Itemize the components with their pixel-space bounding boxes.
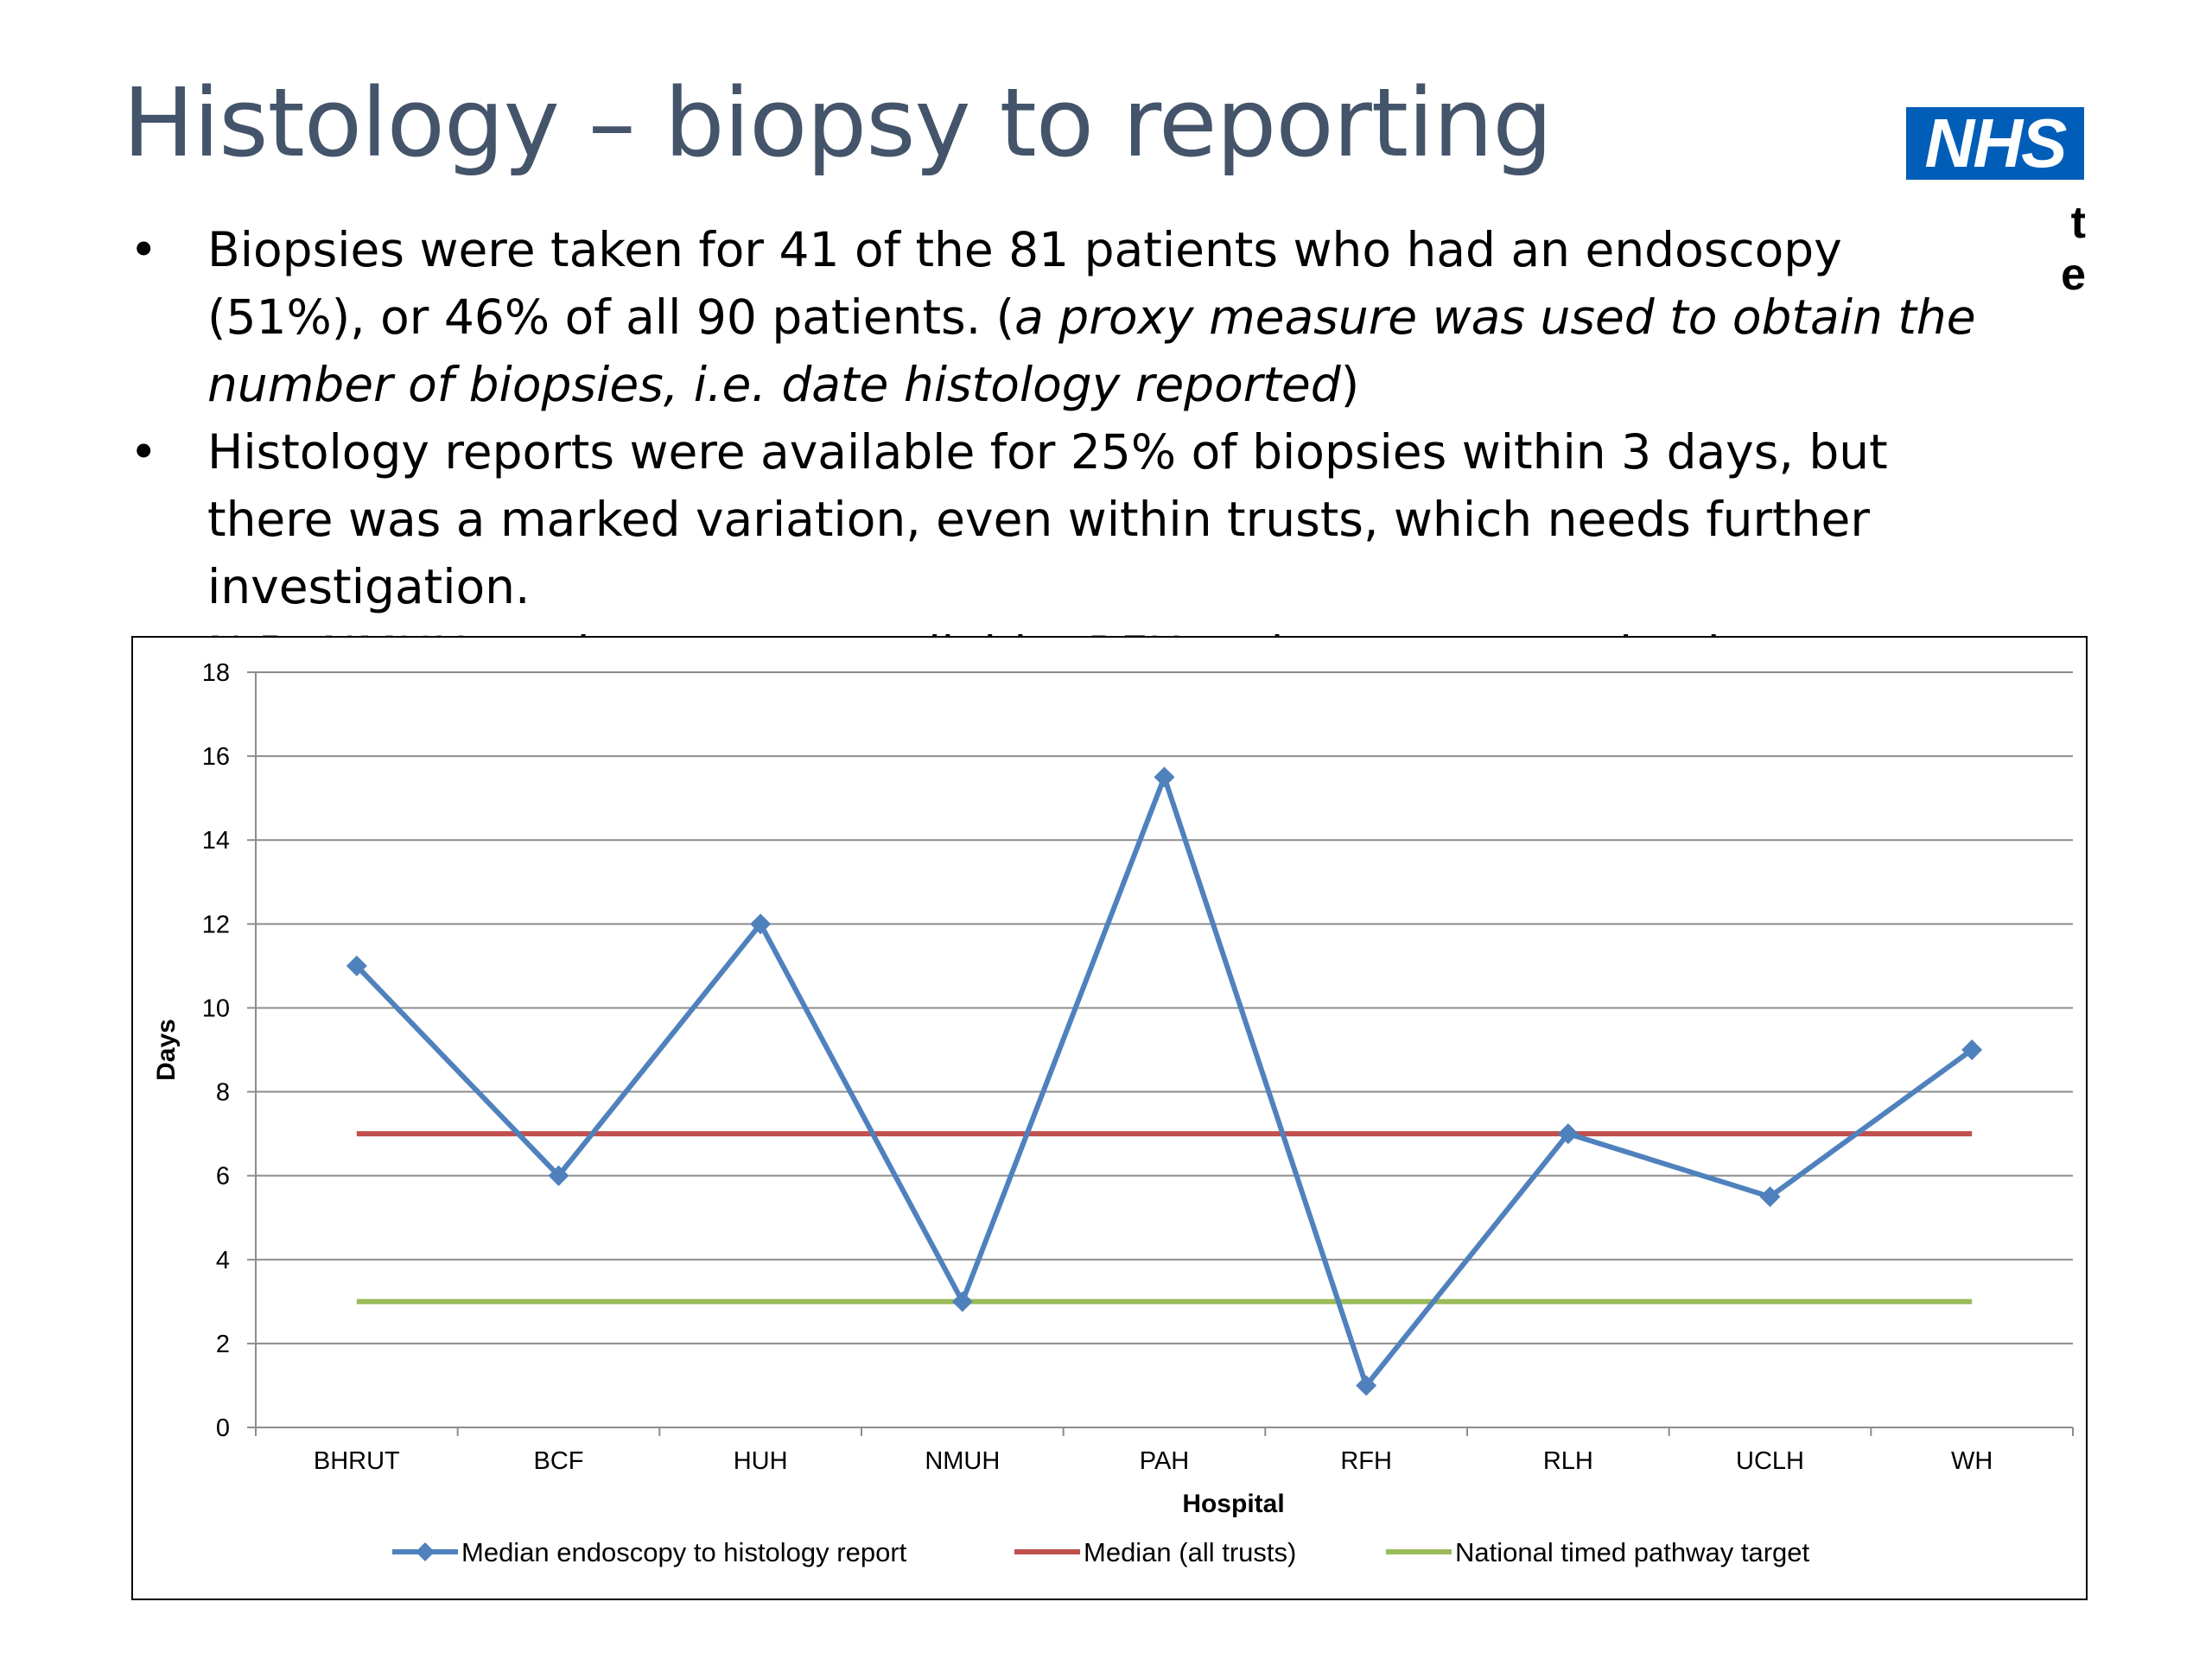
bullet-text: Histology reports were available for 25%… xyxy=(207,424,1888,614)
nhs-logo: NHS xyxy=(1906,105,2084,181)
data-point xyxy=(951,1291,973,1313)
bullet-item: Histology reports were available for 25%… xyxy=(130,418,1987,620)
logo-subtext-line-1: t xyxy=(2070,198,2086,248)
x-tick-label: RLH xyxy=(1543,1447,1593,1475)
y-tick-label: 0 xyxy=(216,1414,230,1442)
x-tick-label: BHRUT xyxy=(314,1447,400,1475)
x-tick-label: BCF xyxy=(534,1447,584,1475)
bullet-text: ) xyxy=(1340,357,1360,412)
y-tick-label: 18 xyxy=(202,659,230,687)
data-point xyxy=(1154,766,1175,788)
x-tick-label: UCLH xyxy=(1736,1447,1804,1475)
bullet-italic-text: a proxy measure was used to obtain the n… xyxy=(207,289,1976,412)
bullet-list: Biopsies were taken for 41 of the 81 pat… xyxy=(130,216,1987,688)
legend-marker xyxy=(416,1542,435,1561)
y-tick-label: 14 xyxy=(202,827,230,855)
y-tick-label: 16 xyxy=(202,743,230,771)
y-tick-label: 12 xyxy=(202,911,230,938)
x-tick-label: RFH xyxy=(1340,1447,1392,1475)
line-chart: 0 2 4 6 8 10 12 14 16 18 BHRUT BCF HUH NMUH PAH RFH RLH U… xyxy=(152,659,2074,1567)
x-tick-label: HUH xyxy=(734,1447,788,1475)
data-point xyxy=(1557,1123,1579,1145)
x-tick-label: WH xyxy=(1951,1447,1993,1475)
y-axis-title: Days xyxy=(152,1019,181,1081)
logo-subtext-line-2: e xyxy=(2061,250,2086,300)
data-point xyxy=(1356,1375,1377,1396)
legend-label: Median (all trusts) xyxy=(1084,1537,1296,1567)
y-tick-label: 8 xyxy=(216,1079,230,1107)
data-point xyxy=(548,1165,569,1186)
data-point xyxy=(346,955,367,976)
data-point xyxy=(1961,1039,1983,1060)
bullet-text: Biopsies were taken for 41 of the 81 pat… xyxy=(207,222,1842,345)
series-line xyxy=(354,774,1974,1389)
x-axis-title: Hospital xyxy=(1182,1490,1284,1518)
bullet-item: Biopsies were taken for 41 of the 81 pat… xyxy=(130,216,1987,418)
chart-frame: 0 2 4 6 8 10 12 14 16 18 BHRUT BCF HUH NMUH PAH RFH RLH U… xyxy=(131,636,2088,1600)
legend-label: Median endoscopy to histology report xyxy=(461,1537,907,1567)
y-tick-label: 4 xyxy=(216,1247,230,1274)
y-tick-label: 10 xyxy=(202,995,230,1022)
y-tick-label: 6 xyxy=(216,1163,230,1191)
logo-subtext: t e xyxy=(2048,197,2086,301)
slide-title: Histology – biopsy to reporting xyxy=(123,67,1553,178)
data-point xyxy=(1759,1185,1781,1207)
legend-label: National timed pathway target xyxy=(1455,1537,1810,1567)
y-tick-label: 2 xyxy=(216,1331,230,1358)
x-tick-label: PAH xyxy=(1140,1447,1189,1475)
data-point xyxy=(750,913,772,935)
x-tick-label: NMUH xyxy=(925,1447,1000,1475)
